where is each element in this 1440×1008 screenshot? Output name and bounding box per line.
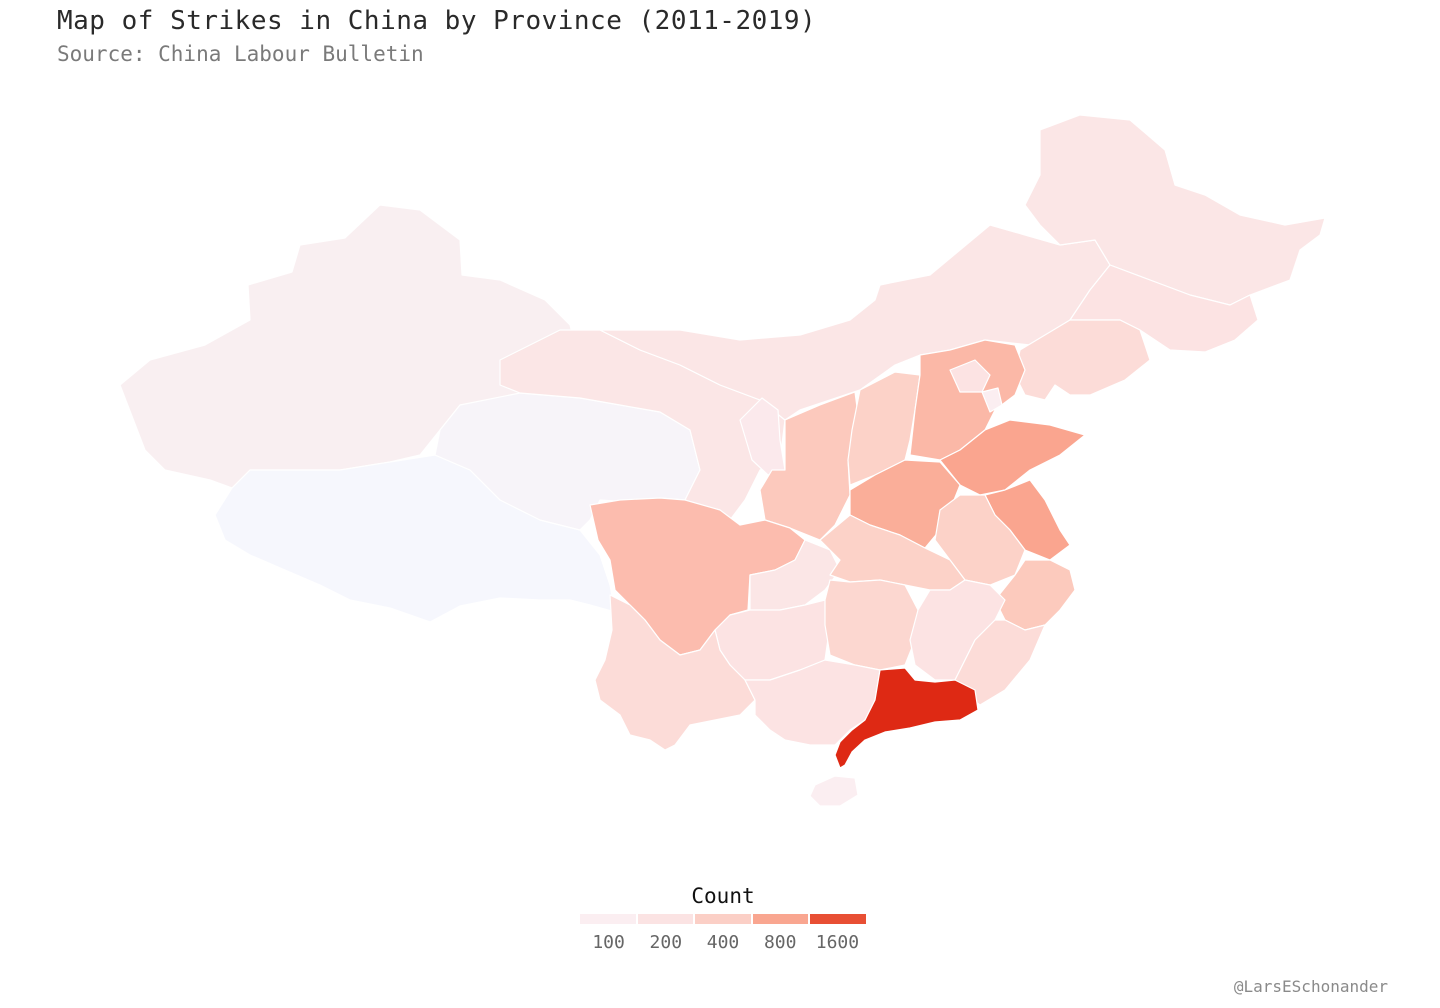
province-zhejiang <box>994 559 1076 631</box>
province-shaanxi <box>759 391 861 541</box>
legend: Count 100 200 400 800 1600 <box>580 884 866 953</box>
province-hebei <box>909 339 1026 461</box>
province-heilongjiang <box>1024 114 1326 306</box>
legend-label: 1600 <box>815 932 860 953</box>
province-tibet <box>214 454 616 623</box>
legend-label: 200 <box>649 932 683 953</box>
province-yunnan <box>594 594 756 751</box>
province-ningxia <box>739 397 786 476</box>
province-liaoning <box>1014 319 1151 401</box>
legend-label: 800 <box>763 932 797 953</box>
province-shandong <box>939 419 1086 496</box>
province-guangxi <box>744 659 881 746</box>
legend-swatch-800 <box>752 914 809 924</box>
map-title: Map of Strikes in China by Province (201… <box>57 6 817 36</box>
map-subtitle: Source: China Labour Bulletin <box>57 42 424 66</box>
legend-labels: 100 200 400 800 1600 <box>580 932 866 953</box>
legend-title: Count <box>691 884 755 908</box>
province-jilin <box>1069 264 1259 353</box>
province-sichuan <box>589 497 806 656</box>
china-choropleth-map <box>119 114 1326 807</box>
province-tianjin <box>981 387 1003 413</box>
legend-label: 100 <box>592 932 625 953</box>
legend-swatch-400 <box>695 914 751 924</box>
legend-label: 400 <box>706 932 740 953</box>
legend-color-bar <box>580 914 866 924</box>
province-beijing <box>949 359 991 393</box>
legend-swatch-1600 <box>810 914 866 924</box>
legend-swatch-100 <box>580 914 636 924</box>
province-anhui <box>934 494 1026 586</box>
province-hunan <box>824 579 919 671</box>
province-hainan <box>809 775 859 807</box>
author-credit: @LarsESchonander <box>1233 977 1388 996</box>
province-fujian <box>954 619 1046 706</box>
province-guangdong <box>834 667 979 769</box>
legend-swatch-200 <box>637 914 694 924</box>
